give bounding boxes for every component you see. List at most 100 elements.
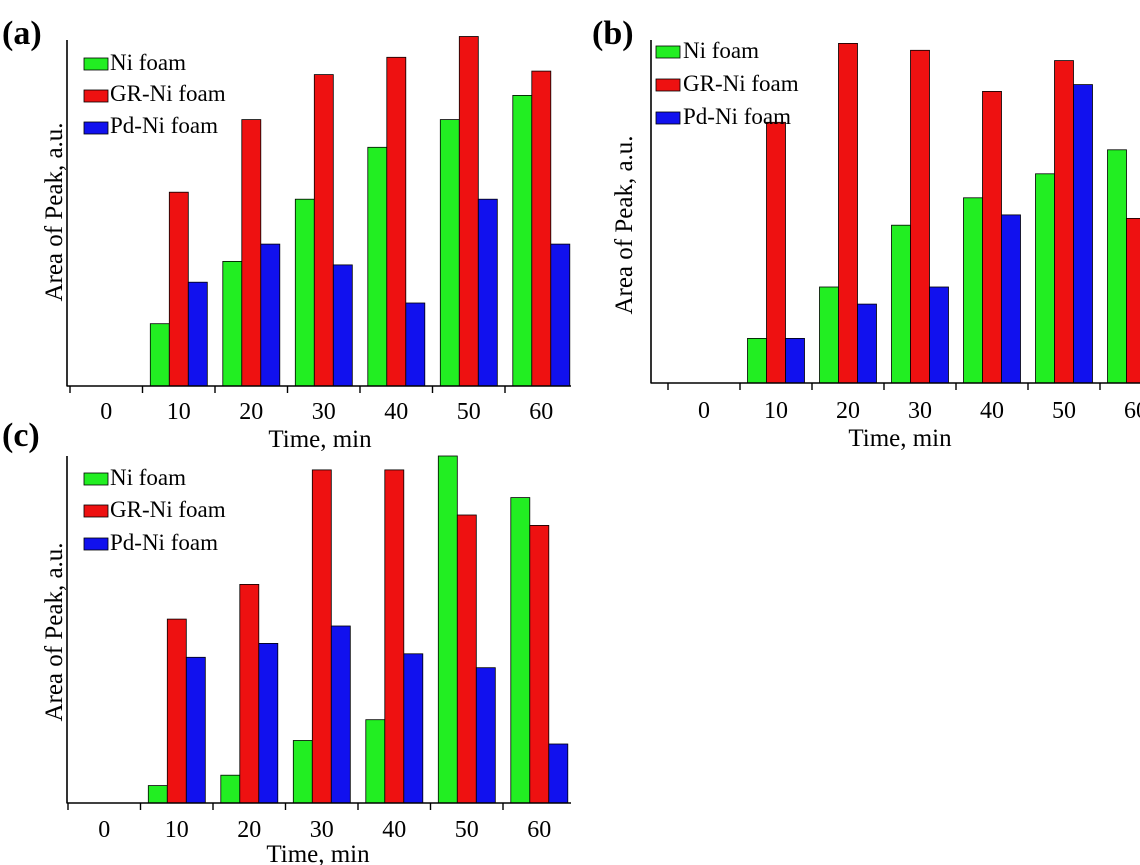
panel-a-plot-area: 0 10 20 30 40 50 60 — [66, 36, 571, 425]
panel-b-legend: Ni foam GR-Ni foam Pd-Ni foam — [655, 38, 799, 129]
bar-c-pd-ni-foam-50 — [475, 667, 496, 804]
bar-a-gr-ni-foam-20 — [241, 119, 262, 387]
panel-a-x-axis-title: Time, min — [268, 426, 372, 453]
bar-a-ni-foam-30 — [294, 198, 315, 387]
legend-swatch-ni-foam — [655, 45, 681, 59]
bar-c-ni-foam-50 — [437, 455, 458, 804]
bar-a-ni-foam-50 — [439, 119, 460, 387]
legend-swatch-pd-ni-foam — [83, 121, 109, 135]
x-tick-label-a-40: 40 — [384, 399, 408, 425]
bar-c-gr-ni-foam-40 — [384, 469, 405, 804]
legend-label-pd-ni-foam: Pd-Ni foam — [683, 104, 791, 129]
bar-b-gr-ni-foam-30 — [910, 49, 930, 384]
x-tick-label-a-30: 30 — [312, 399, 336, 425]
bar-c-pd-ni-foam-60 — [548, 743, 569, 804]
legend-swatch-gr-ni-foam — [83, 504, 109, 518]
legend-swatch-ni-foam — [83, 472, 109, 486]
x-tick-label-c-20: 20 — [237, 817, 261, 843]
bar-c-ni-foam-60 — [510, 497, 531, 804]
x-tick-label-c-40: 40 — [382, 817, 406, 843]
bar-b-ni-foam-10 — [747, 337, 767, 384]
bar-b-ni-foam-60 — [1107, 149, 1127, 384]
panel-a-label: (a) — [2, 15, 42, 52]
bar-a-gr-ni-foam-60 — [531, 70, 552, 387]
bar-b-ni-foam-20 — [819, 286, 839, 384]
legend-label-ni-foam: Ni foam — [110, 50, 186, 75]
panel-a-legend: Ni foam GR-Ni foam Pd-Ni foam — [83, 50, 226, 138]
legend-swatch-gr-ni-foam — [655, 78, 681, 92]
panel-a: (a) 0 10 20 30 40 50 60 Area of Peak, a.u. Tim… — [2, 15, 571, 453]
bar-a-pd-ni-foam-40 — [405, 302, 426, 387]
bar-b-ni-foam-40 — [963, 197, 983, 384]
bar-c-gr-ni-foam-20 — [239, 584, 260, 804]
bar-b-gr-ni-foam-50 — [1054, 60, 1074, 384]
bar-c-ni-foam-20 — [220, 774, 241, 804]
bar-c-gr-ni-foam-50 — [456, 514, 477, 804]
x-tick-label-a-0: 0 — [100, 399, 112, 425]
legend-label-gr-ni-foam: GR-Ni foam — [683, 71, 799, 96]
x-tick-label-c-50: 50 — [455, 817, 479, 843]
bar-a-gr-ni-foam-10 — [168, 191, 189, 387]
panel-b: (b) 0 10 20 30 40 50 60 Area of Peak, a.u. Tim… — [592, 15, 1140, 452]
legend-swatch-gr-ni-foam — [83, 89, 109, 103]
x-tick-label-a-50: 50 — [457, 399, 481, 425]
bar-c-pd-ni-foam-10 — [185, 656, 206, 804]
legend-label-gr-ni-foam: GR-Ni foam — [110, 497, 226, 522]
bar-a-pd-ni-foam-30 — [332, 264, 353, 387]
bar-c-gr-ni-foam-60 — [529, 525, 550, 804]
legend-swatch-ni-foam — [83, 57, 109, 71]
bar-c-gr-ni-foam-10 — [166, 618, 187, 804]
bar-a-pd-ni-foam-50 — [477, 198, 498, 387]
bar-a-ni-foam-40 — [367, 146, 388, 387]
bar-a-ni-foam-10 — [149, 323, 170, 387]
legend-label-gr-ni-foam: GR-Ni foam — [110, 81, 226, 106]
bar-a-gr-ni-foam-50 — [458, 36, 479, 387]
bar-c-pd-ni-foam-40 — [403, 653, 424, 804]
legend-swatch-pd-ni-foam — [83, 537, 109, 551]
x-tick-label-c-60: 60 — [527, 817, 551, 843]
bar-a-ni-foam-20 — [222, 260, 243, 387]
bar-b-pd-ni-foam-30 — [929, 286, 949, 384]
bar-c-pd-ni-foam-30 — [330, 625, 351, 804]
x-tick-label-b-0: 0 — [698, 398, 710, 424]
legend-label-ni-foam: Ni foam — [110, 465, 186, 490]
bar-b-pd-ni-foam-20 — [857, 303, 877, 384]
x-tick-label-b-30: 30 — [908, 398, 932, 424]
panel-a-y-axis-title: Area of Peak, a.u. — [41, 122, 68, 301]
panel-c-x-axis-title: Time, min — [266, 841, 370, 865]
bar-a-pd-ni-foam-60 — [550, 243, 571, 387]
x-tick-label-b-20: 20 — [836, 398, 860, 424]
x-tick-label-c-30: 30 — [310, 817, 334, 843]
legend-label-pd-ni-foam: Pd-Ni foam — [110, 530, 218, 555]
bar-a-ni-foam-60 — [512, 95, 533, 387]
panel-b-label: (b) — [592, 15, 634, 52]
bar-c-ni-foam-40 — [365, 719, 386, 804]
bar-b-gr-ni-foam-60 — [1126, 217, 1140, 384]
panel-b-plot-area: 0 10 20 30 40 50 60 — [650, 40, 1140, 424]
bar-a-pd-ni-foam-20 — [260, 243, 281, 387]
panel-c: (c) 0 10 20 30 40 50 60 Area of Peak, a.u. Tim… — [2, 417, 571, 865]
bar-b-gr-ni-foam-10 — [766, 121, 786, 384]
panel-c-plot-area: 0 10 20 30 40 50 60 — [66, 455, 571, 843]
bar-a-pd-ni-foam-10 — [187, 281, 208, 387]
bar-c-ni-foam-10 — [147, 785, 168, 804]
x-tick-label-b-60: 60 — [1124, 398, 1140, 424]
bar-b-ni-foam-50 — [1035, 173, 1055, 384]
bar-c-gr-ni-foam-30 — [311, 469, 332, 804]
x-tick-label-c-10: 10 — [165, 817, 189, 843]
panel-b-y-axis-title: Area of Peak, a.u. — [611, 135, 638, 314]
legend-label-pd-ni-foam: Pd-Ni foam — [110, 113, 218, 138]
bar-c-ni-foam-30 — [292, 740, 313, 804]
x-tick-label-b-40: 40 — [980, 398, 1004, 424]
bar-a-gr-ni-foam-30 — [313, 74, 334, 387]
x-tick-label-b-10: 10 — [764, 398, 788, 424]
bar-b-gr-ni-foam-40 — [982, 91, 1002, 384]
x-tick-label-a-60: 60 — [529, 399, 553, 425]
bar-b-pd-ni-foam-40 — [1001, 214, 1021, 384]
x-tick-label-c-0: 0 — [98, 817, 110, 843]
bar-b-gr-ni-foam-20 — [838, 43, 858, 384]
panel-c-label: (c) — [2, 417, 40, 454]
legend-label-ni-foam: Ni foam — [683, 38, 759, 63]
panel-b-x-axis-title: Time, min — [848, 425, 952, 452]
